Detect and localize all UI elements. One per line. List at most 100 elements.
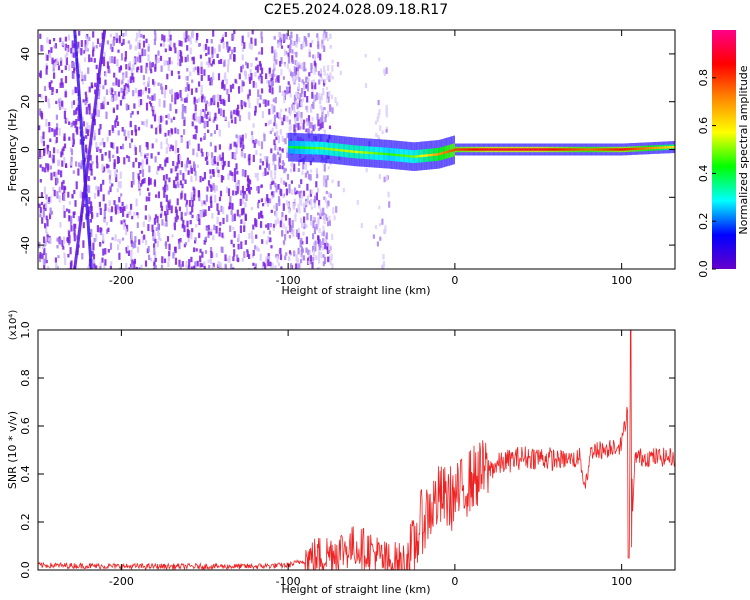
spectrogram-cell bbox=[178, 241, 181, 250]
spectrogram-cell bbox=[40, 192, 43, 198]
spectrogram-cell bbox=[210, 157, 213, 165]
spectrogram-cell bbox=[282, 203, 285, 211]
spectrogram-cell bbox=[207, 111, 210, 116]
spectrogram-cell bbox=[260, 221, 263, 228]
spectrogram-cell bbox=[95, 141, 98, 149]
spectrogram-cell bbox=[295, 190, 299, 194]
spectrogram-cell bbox=[271, 73, 274, 81]
spectrogram-cell bbox=[150, 69, 153, 74]
spectrogram-cell bbox=[81, 116, 84, 121]
spectrogram-cell bbox=[214, 112, 217, 119]
spectrogram-cell bbox=[66, 47, 69, 56]
spectrogram-cell bbox=[48, 213, 52, 220]
spectrogram-cell bbox=[318, 199, 321, 207]
spectrogram-cell bbox=[179, 90, 182, 98]
spectrogram-cell bbox=[320, 43, 323, 49]
spectrogram-cell bbox=[264, 197, 267, 204]
spectrogram-cell bbox=[320, 77, 323, 82]
spectrogram-cell bbox=[291, 55, 294, 63]
spectrogram-cell bbox=[254, 38, 257, 46]
spectrogram-cell bbox=[48, 127, 51, 133]
spectrogram-cell bbox=[276, 130, 279, 137]
spectrogram-cell bbox=[378, 57, 381, 62]
spectrogram-cell bbox=[138, 183, 141, 189]
spectrogram-cell bbox=[68, 136, 71, 141]
spectrogram-cell bbox=[259, 94, 262, 100]
spectrogram-cell bbox=[310, 65, 313, 70]
spectrogram-cell bbox=[214, 185, 217, 193]
spectrogram-cell bbox=[166, 60, 169, 66]
spectrogram-cell bbox=[240, 219, 243, 224]
spectrogram-cell bbox=[325, 179, 328, 188]
spectrogram-cell bbox=[221, 232, 224, 238]
ridge-core bbox=[374, 152, 377, 155]
x-tick-label: 100 bbox=[611, 575, 632, 588]
spectrogram-cell bbox=[172, 161, 175, 166]
spectrogram-cell bbox=[310, 104, 314, 108]
spectrogram-cell bbox=[126, 83, 129, 89]
spectrogram-cell bbox=[264, 99, 267, 107]
spectrogram-cell bbox=[130, 263, 134, 269]
spectrogram-cell bbox=[43, 147, 46, 154]
spectrogram-cell bbox=[58, 98, 61, 103]
snr-panel: -200 -100 0 100 0.00.20.40.60.81.0 Height o… bbox=[6, 310, 676, 596]
spectrogram-cell bbox=[222, 206, 225, 215]
spectrogram-cell bbox=[305, 76, 308, 83]
spectrogram-cell bbox=[55, 114, 58, 120]
spectrogram-cell bbox=[319, 208, 322, 217]
ridge-core bbox=[581, 148, 584, 151]
spectrogram-cell bbox=[263, 134, 266, 142]
spectrogram-cell bbox=[49, 195, 52, 203]
spectrogram-cell bbox=[280, 177, 283, 184]
spectrogram-cell bbox=[321, 121, 324, 129]
spectrogram-cell bbox=[47, 237, 50, 242]
spectrogram-cell bbox=[48, 150, 51, 158]
ridge-core bbox=[605, 148, 607, 151]
ridge-core bbox=[651, 146, 654, 150]
spectrogram-cell bbox=[374, 120, 378, 125]
spectrogram-cell bbox=[293, 187, 297, 192]
spectrogram-cell bbox=[360, 223, 363, 228]
spectrogram-cell bbox=[323, 45, 326, 52]
spectrogram-cell bbox=[117, 207, 120, 215]
spectrogram-cell bbox=[252, 249, 255, 256]
spectrogram-cell bbox=[310, 63, 313, 67]
spectrogram-cell bbox=[194, 111, 197, 120]
spectrogram-cell bbox=[311, 39, 314, 44]
spectrogram-cell bbox=[109, 179, 112, 185]
spectrogram-cell bbox=[46, 37, 49, 44]
spectrogram-cell bbox=[170, 144, 173, 149]
spectrogram-cell bbox=[277, 39, 280, 45]
spectrogram-cell bbox=[265, 240, 268, 245]
spectrogram-cell bbox=[81, 49, 84, 53]
spectrogram-cell bbox=[166, 208, 169, 215]
spectrogram-cell bbox=[324, 242, 327, 250]
spectrogram-cell bbox=[118, 196, 121, 203]
spectrogram-cell bbox=[232, 226, 235, 230]
spectrogram-cell bbox=[274, 143, 277, 151]
spectrogram-cell bbox=[269, 261, 272, 267]
ridge-core bbox=[289, 146, 292, 149]
spectrogram-cell bbox=[132, 161, 135, 168]
spectrogram-cell bbox=[174, 216, 177, 223]
spectrogram-cell bbox=[292, 229, 295, 237]
spectrogram-cell bbox=[126, 213, 129, 218]
spectrogram-cell bbox=[43, 258, 46, 265]
spectrogram-cell bbox=[143, 178, 146, 184]
spectrogram-cell bbox=[306, 81, 309, 90]
spectrogram-cell bbox=[99, 148, 102, 153]
spectrogram-cell bbox=[259, 73, 262, 77]
spectrogram-cell bbox=[90, 57, 93, 62]
spectrogram-cell bbox=[188, 211, 191, 215]
spectrogram-cell bbox=[165, 85, 168, 90]
spectrogram-cell bbox=[319, 96, 322, 105]
ridge-core bbox=[386, 153, 389, 156]
spectrogram-cell bbox=[306, 170, 309, 174]
spectrogram-cell bbox=[183, 225, 186, 233]
spectrogram-cell bbox=[306, 87, 309, 92]
spectrogram-cell bbox=[192, 265, 195, 269]
spectrogram-cell bbox=[56, 149, 59, 154]
spectrogram-cell bbox=[94, 193, 97, 199]
spectrogram-cell bbox=[227, 160, 230, 167]
spectrogram-cell bbox=[305, 128, 308, 133]
